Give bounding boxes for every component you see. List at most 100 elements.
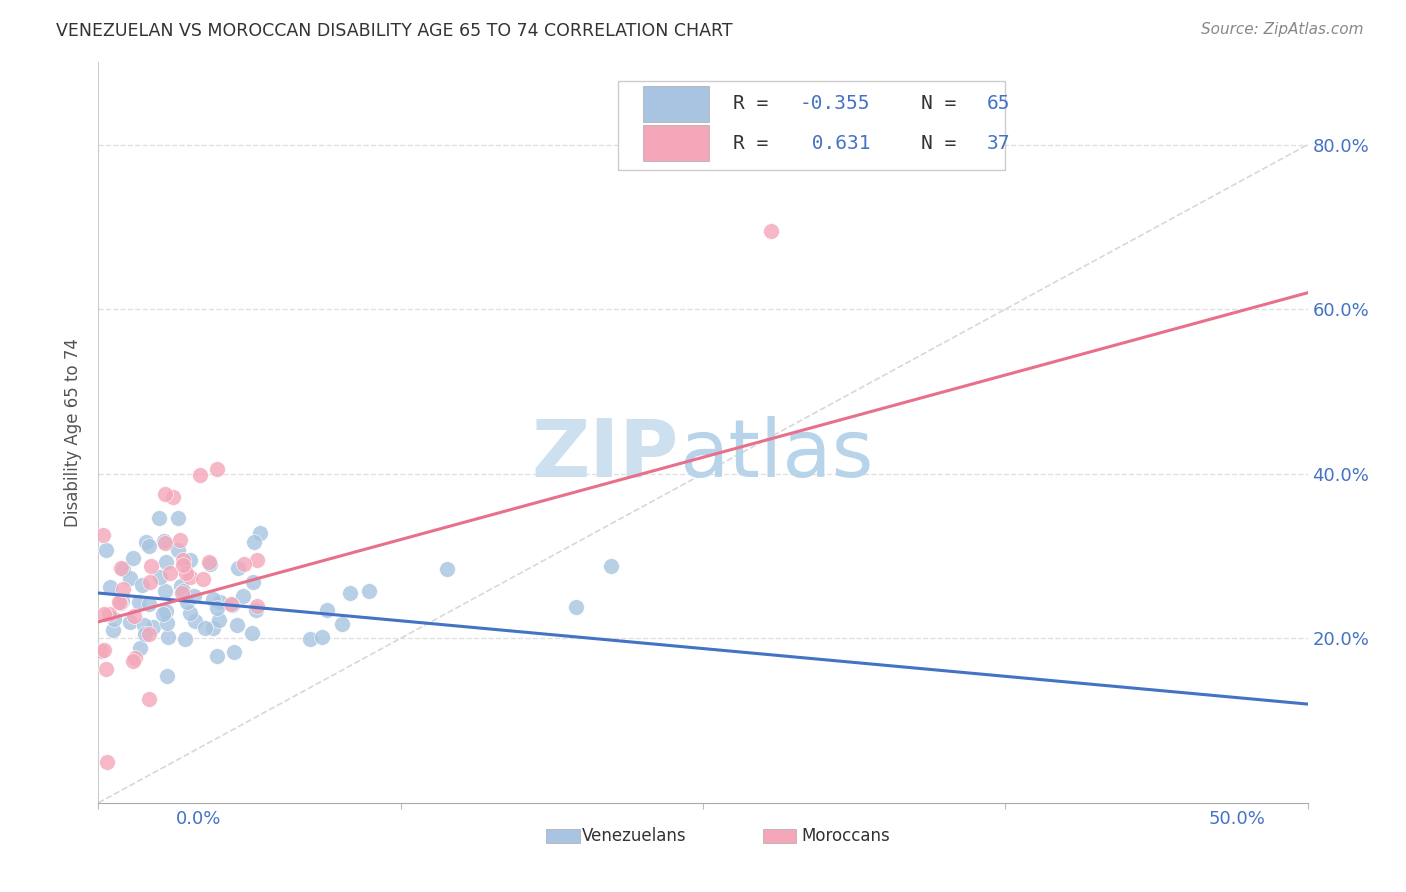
Point <box>108 596 131 610</box>
Point <box>148 511 170 525</box>
Text: N =: N = <box>921 95 967 113</box>
Point <box>118 571 141 585</box>
Point <box>299 632 322 646</box>
Point <box>138 598 160 612</box>
Point <box>172 553 194 567</box>
Point <box>205 649 228 664</box>
Point <box>135 535 157 549</box>
Point <box>759 224 782 238</box>
Point <box>184 614 207 628</box>
Text: N =: N = <box>921 134 967 153</box>
Point <box>129 640 152 655</box>
Point <box>198 555 221 569</box>
Point <box>138 539 160 553</box>
Point <box>166 543 188 558</box>
Point <box>159 566 181 581</box>
Point <box>243 535 266 549</box>
Text: 0.0%: 0.0% <box>176 810 221 828</box>
Point <box>232 558 254 572</box>
Point <box>311 630 333 644</box>
Text: atlas: atlas <box>679 416 873 494</box>
Text: -0.355: -0.355 <box>800 95 870 113</box>
Point <box>174 566 197 580</box>
Point <box>103 623 125 637</box>
Point <box>155 555 177 569</box>
Point <box>152 607 174 621</box>
Point <box>176 595 198 609</box>
Point <box>98 580 121 594</box>
FancyBboxPatch shape <box>619 81 1005 169</box>
Point <box>156 669 179 683</box>
Point <box>205 600 228 615</box>
Point <box>208 613 231 627</box>
Point <box>138 626 160 640</box>
Point <box>118 615 141 629</box>
Point <box>157 630 180 644</box>
Point <box>139 575 162 590</box>
Point <box>202 591 225 606</box>
Text: Moroccans: Moroccans <box>801 827 890 845</box>
Point <box>190 467 212 482</box>
Text: R =: R = <box>734 134 780 153</box>
Point <box>198 558 221 572</box>
Point <box>94 543 117 558</box>
Point <box>565 599 588 614</box>
FancyBboxPatch shape <box>643 87 709 121</box>
Point <box>172 586 194 600</box>
Point <box>93 527 115 541</box>
Point <box>110 560 132 574</box>
Point <box>153 536 176 550</box>
Point <box>93 607 115 622</box>
Point <box>124 651 146 665</box>
Point <box>194 621 217 635</box>
Point <box>111 561 134 575</box>
Text: Venezuelans: Venezuelans <box>582 827 688 845</box>
Point <box>240 626 263 640</box>
Point <box>149 570 172 584</box>
Point <box>179 607 201 621</box>
Point <box>359 583 381 598</box>
Point <box>172 584 194 599</box>
Point <box>152 533 174 548</box>
Text: 50.0%: 50.0% <box>1209 810 1265 828</box>
Point <box>142 620 165 634</box>
Point <box>96 755 118 769</box>
FancyBboxPatch shape <box>643 126 709 161</box>
Point <box>179 570 201 584</box>
Y-axis label: Disability Age 65 to 74: Disability Age 65 to 74 <box>65 338 83 527</box>
Point <box>122 550 145 565</box>
Point <box>155 616 177 631</box>
Point <box>141 559 163 574</box>
Point <box>94 662 117 676</box>
Text: R =: R = <box>734 95 780 113</box>
Point <box>172 558 194 572</box>
Point <box>155 604 177 618</box>
Point <box>167 510 190 524</box>
Point <box>162 490 184 504</box>
Point <box>108 594 131 608</box>
Point <box>209 595 232 609</box>
Point <box>122 609 145 624</box>
Point <box>316 603 339 617</box>
Point <box>245 602 267 616</box>
Point <box>221 598 243 612</box>
Point <box>225 618 247 632</box>
Point <box>242 574 264 589</box>
Point <box>112 582 135 596</box>
Point <box>205 462 228 476</box>
Point <box>246 553 269 567</box>
Point <box>201 621 224 635</box>
Text: 65: 65 <box>987 95 1011 113</box>
Text: ZIP: ZIP <box>531 416 679 494</box>
Text: 37: 37 <box>987 134 1011 153</box>
Point <box>183 589 205 603</box>
Point <box>599 559 621 574</box>
Text: VENEZUELAN VS MOROCCAN DISABILITY AGE 65 TO 74 CORRELATION CHART: VENEZUELAN VS MOROCCAN DISABILITY AGE 65… <box>56 22 733 40</box>
Point <box>246 599 269 613</box>
Point <box>339 586 361 600</box>
Point <box>226 561 249 575</box>
Point <box>122 654 145 668</box>
Point <box>103 611 125 625</box>
Point <box>131 578 153 592</box>
Point <box>191 572 214 586</box>
